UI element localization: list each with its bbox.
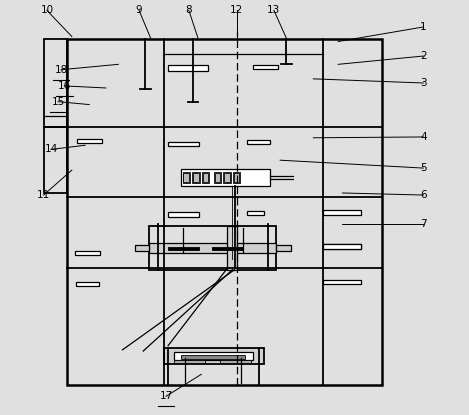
- Text: 12: 12: [230, 5, 243, 15]
- Text: 10: 10: [40, 5, 53, 15]
- Text: 18: 18: [54, 65, 68, 75]
- Bar: [183, 173, 189, 182]
- Bar: [193, 173, 199, 182]
- Text: 1: 1: [420, 22, 427, 32]
- Bar: [150, 226, 276, 270]
- Bar: [323, 244, 361, 249]
- Bar: [135, 245, 150, 251]
- Text: 4: 4: [420, 132, 427, 142]
- Bar: [174, 360, 205, 363]
- Bar: [44, 39, 67, 127]
- Text: 6: 6: [420, 190, 427, 200]
- Text: 7: 7: [420, 219, 427, 229]
- Bar: [174, 352, 253, 360]
- Text: 2: 2: [420, 51, 427, 61]
- Bar: [77, 139, 102, 143]
- Bar: [253, 65, 278, 69]
- Bar: [192, 172, 200, 183]
- Bar: [234, 173, 240, 182]
- Text: 14: 14: [45, 144, 58, 154]
- Bar: [247, 140, 270, 144]
- Bar: [76, 282, 99, 286]
- Bar: [203, 173, 208, 182]
- Bar: [150, 243, 276, 253]
- Bar: [323, 244, 361, 249]
- Bar: [323, 210, 361, 215]
- Bar: [164, 348, 264, 364]
- Text: 5: 5: [420, 163, 427, 173]
- Bar: [212, 247, 243, 250]
- Bar: [215, 173, 220, 182]
- Bar: [181, 355, 245, 359]
- Text: 11: 11: [37, 190, 50, 200]
- Bar: [181, 169, 270, 186]
- Text: 16: 16: [58, 81, 71, 91]
- Bar: [247, 211, 264, 215]
- Bar: [214, 172, 221, 183]
- Bar: [168, 247, 199, 250]
- Text: 8: 8: [186, 5, 192, 15]
- Bar: [233, 172, 240, 183]
- Bar: [276, 245, 290, 251]
- Bar: [168, 142, 199, 146]
- Bar: [220, 360, 251, 363]
- Text: 13: 13: [267, 5, 280, 15]
- Bar: [168, 212, 199, 217]
- Text: 17: 17: [159, 391, 173, 401]
- Text: 9: 9: [136, 5, 143, 15]
- Bar: [44, 127, 67, 193]
- Bar: [67, 39, 382, 385]
- Bar: [223, 172, 231, 183]
- Bar: [182, 172, 190, 183]
- Bar: [323, 280, 361, 284]
- Bar: [224, 173, 230, 182]
- Bar: [227, 226, 237, 270]
- Bar: [202, 172, 209, 183]
- Bar: [75, 251, 99, 255]
- Text: 3: 3: [420, 78, 427, 88]
- Bar: [168, 65, 207, 71]
- Text: 15: 15: [52, 97, 65, 107]
